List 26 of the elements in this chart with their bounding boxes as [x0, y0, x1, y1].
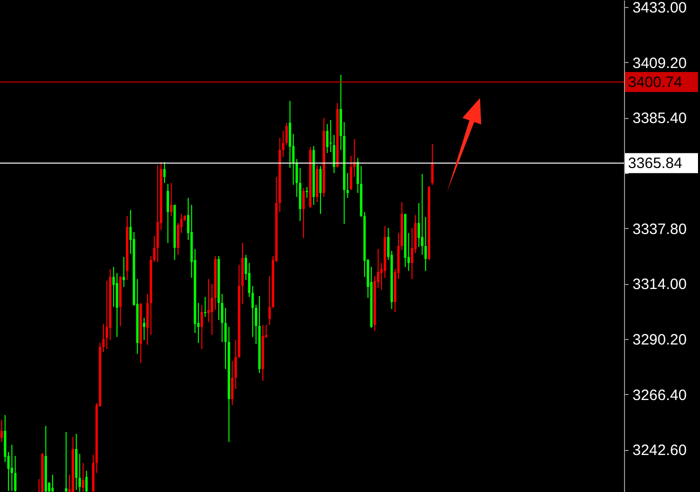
- candlestick: [10, 444, 14, 492]
- y-tick-label: 3266.40: [632, 386, 687, 404]
- candlestick: [0, 419, 3, 443]
- candlestick: [200, 304, 203, 350]
- candlestick: [306, 186, 308, 198]
- candlestick: [82, 462, 84, 492]
- y-tick-label: 3433.00: [632, 0, 687, 16]
- ref-line-label: 3400.74: [628, 74, 682, 91]
- candlestick: [51, 474, 54, 492]
- candlestick: [142, 317, 146, 340]
- y-tick-label: 3385.40: [632, 110, 687, 128]
- candlestick: [424, 216, 427, 272]
- candlestick: [326, 123, 328, 154]
- candlestick: [64, 432, 68, 492]
- candlestick: [166, 183, 170, 244]
- candlestick: [431, 143, 434, 186]
- y-tick-label: 3314.00: [632, 276, 687, 294]
- y-tick-label: 3242.60: [632, 442, 687, 460]
- y-tick-label: 3337.80: [632, 220, 687, 238]
- ref-line-label: 3365.84: [628, 155, 682, 172]
- candlestick: [122, 256, 125, 288]
- candlestick: [204, 296, 206, 318]
- y-tick-label: 3290.20: [632, 332, 687, 349]
- candlestick: [285, 122, 288, 146]
- y-tick-label: 3409.20: [632, 54, 687, 72]
- candlestick: [170, 182, 172, 217]
